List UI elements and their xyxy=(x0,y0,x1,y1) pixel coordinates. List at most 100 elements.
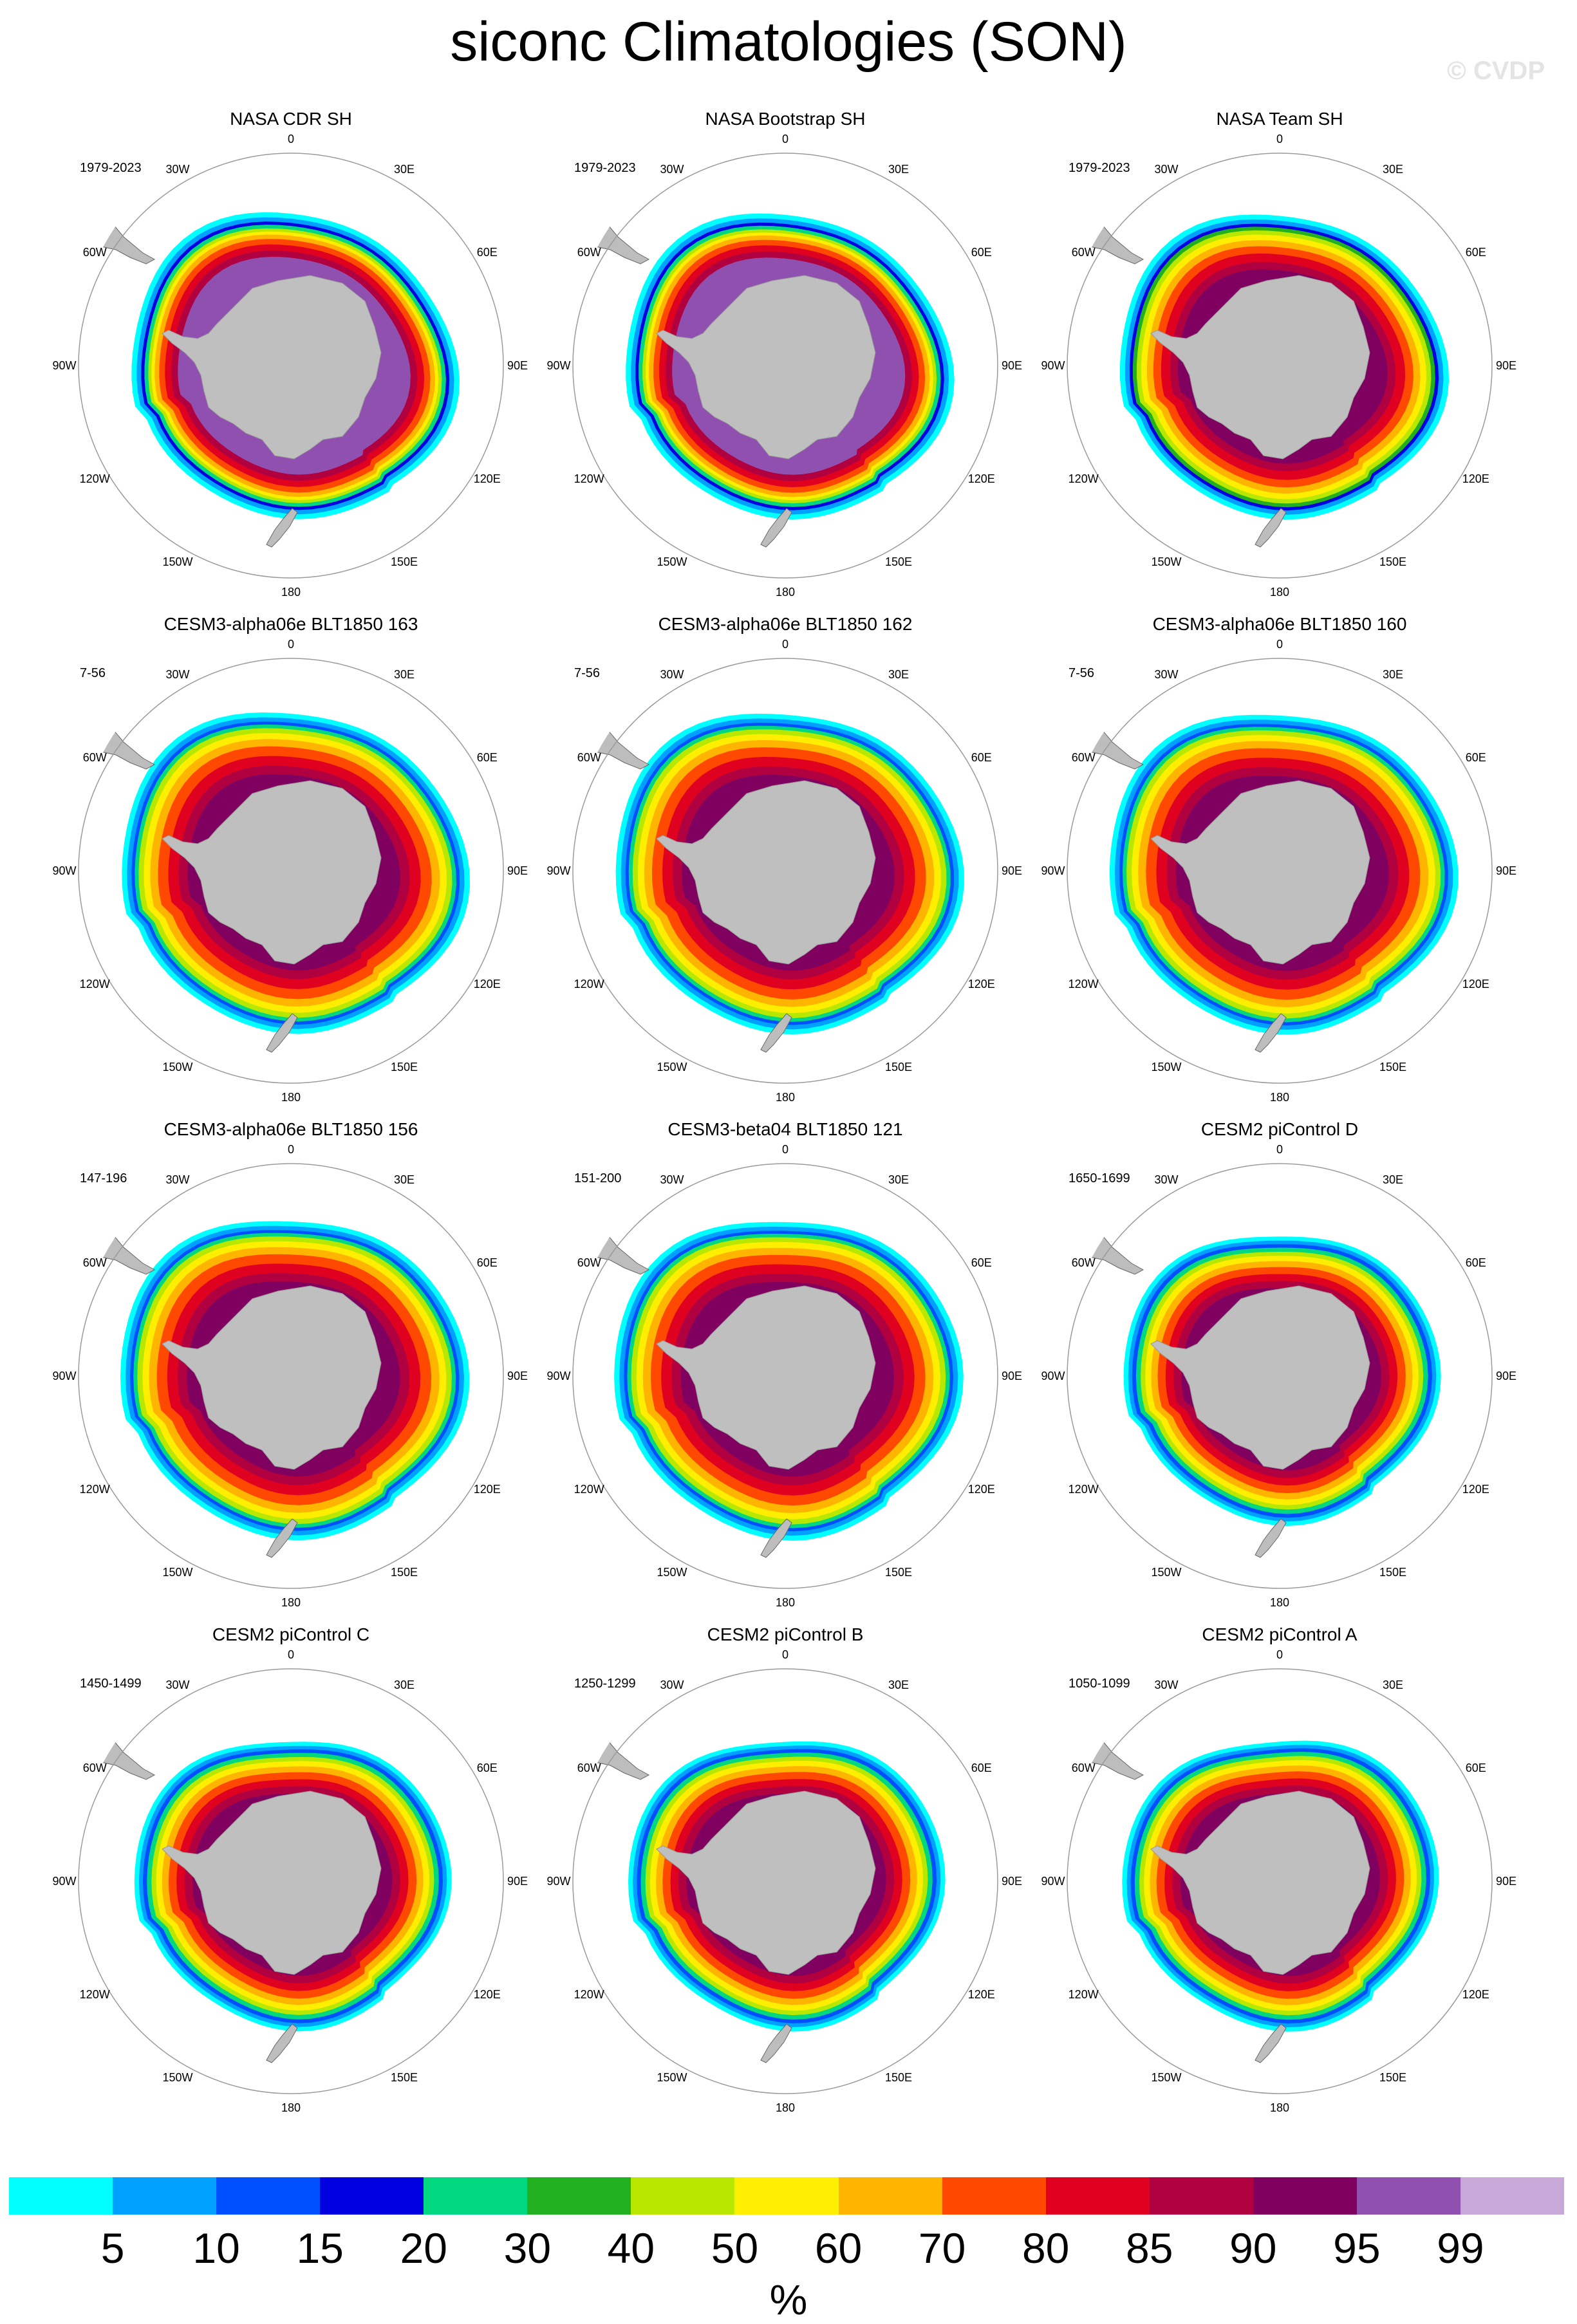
watermark: © CVDP xyxy=(1447,57,1545,85)
map-boundary xyxy=(1067,153,1493,579)
lon-label: 150E xyxy=(391,555,418,568)
lon-label: 180 xyxy=(1270,586,1289,599)
map-boundary xyxy=(78,658,504,1084)
lon-label: 150E xyxy=(885,555,912,568)
lon-label: 90E xyxy=(1002,1875,1022,1888)
lon-label: 90W xyxy=(546,1875,570,1888)
polar-map: 0 30E 60E 90E 120E 150E 180 150W 120W 90W 60W 30W xyxy=(52,1650,528,2114)
polar-map: 0 30E 60E 90E 120E 150E 180 150W 120W 90W 60W 30W xyxy=(546,134,1022,599)
lon-label: 180 xyxy=(776,1091,795,1104)
lon-label: 180 xyxy=(776,586,795,599)
map-panel: NASA CDR SH 1979-2023 0 30E 60E 90E 120E 150E 18… xyxy=(40,108,542,617)
lon-label: 180 xyxy=(281,2101,301,2114)
lon-label: 120W xyxy=(574,472,604,485)
antarctica-landmass xyxy=(1150,275,1370,460)
lon-label: 150E xyxy=(885,2071,912,2084)
lon-label: 150W xyxy=(1151,1566,1181,1579)
lon-label: 30W xyxy=(660,1678,684,1691)
panel-title: CESM3-alpha06e BLT1850 156 xyxy=(163,1119,418,1139)
colorbar-tick-label: 60 xyxy=(814,2224,863,2272)
lon-label: 30W xyxy=(1154,163,1178,176)
lon-label: 150E xyxy=(885,1061,912,1074)
lon-label: 60E xyxy=(1466,1256,1486,1269)
lon-label: 90W xyxy=(1041,1370,1065,1382)
lon-label: 120W xyxy=(80,472,110,485)
lon-label: 60E xyxy=(971,246,992,259)
map-panel: CESM2 piControl B 1250-1299 0 30E 60E 90E 120E… xyxy=(534,1624,1036,2132)
colorbar-tick-label: 95 xyxy=(1333,2224,1381,2272)
lon-label: 60E xyxy=(477,1762,498,1774)
lon-label: 0 xyxy=(782,1650,788,1661)
lon-label: 60E xyxy=(477,1256,498,1269)
lon-label: 60W xyxy=(577,1762,601,1774)
lon-label: 0 xyxy=(288,1650,294,1661)
map-content xyxy=(573,153,998,559)
panel-period: 1050-1099 xyxy=(1068,1677,1130,1691)
lon-label: 30E xyxy=(394,163,415,176)
antarctica-landmass xyxy=(656,1790,876,1975)
lon-label: 0 xyxy=(1276,1144,1283,1156)
antarctica-landmass xyxy=(1150,780,1370,965)
colorbar-segment xyxy=(838,2177,942,2215)
map-content xyxy=(1067,153,1492,559)
lon-label: 120W xyxy=(80,978,110,990)
lon-label: 60E xyxy=(971,1762,992,1774)
new-zealand-landmass xyxy=(266,1518,298,1558)
colorbar-segment xyxy=(320,2177,424,2215)
lon-label: 30E xyxy=(1383,1678,1403,1691)
lon-label: 180 xyxy=(281,1596,301,1609)
map-boundary xyxy=(78,1668,504,2094)
lon-label: 60E xyxy=(971,751,992,764)
colorbar-segment xyxy=(9,2177,113,2215)
polar-map: 0 30E 60E 90E 120E 150E 180 150W 120W 90W 60W 30W xyxy=(1041,134,1516,599)
map-content xyxy=(573,1669,998,2074)
colorbar-segment xyxy=(631,2177,735,2215)
lon-label: 150E xyxy=(1379,2071,1406,2084)
panel-title: CESM2 piControl C xyxy=(212,1624,370,1644)
map-content xyxy=(1067,658,1492,1064)
lon-label: 30W xyxy=(1154,1678,1178,1691)
colorbar-tick-label: 90 xyxy=(1229,2224,1277,2272)
lon-label: 90E xyxy=(507,1875,528,1888)
lon-label: 60W xyxy=(577,1256,601,1269)
new-zealand-landmass xyxy=(760,2023,792,2063)
lon-label: 30W xyxy=(1154,1173,1178,1186)
lon-label: 150W xyxy=(1151,1061,1181,1074)
map-boundary xyxy=(1067,1668,1493,2094)
lon-label: 30E xyxy=(394,1678,415,1691)
antarctica-landmass xyxy=(162,1285,382,1470)
antarctica-landmass xyxy=(162,275,382,460)
lon-label: 150W xyxy=(657,2071,687,2084)
map-boundary xyxy=(78,1163,504,1589)
lon-label: 120E xyxy=(1462,978,1489,990)
lon-label: 180 xyxy=(776,2101,795,2114)
new-zealand-landmass xyxy=(760,508,792,548)
map-panel: NASA Bootstrap SH 1979-2023 0 30E 60E 90E 120E… xyxy=(534,108,1036,617)
colorbar-tick-label: 40 xyxy=(607,2224,655,2272)
colorbar-segment xyxy=(734,2177,839,2215)
lon-label: 0 xyxy=(1276,1650,1283,1661)
lon-label: 120E xyxy=(1462,1483,1489,1496)
new-zealand-landmass xyxy=(266,2023,298,2063)
new-zealand-landmass xyxy=(1255,1518,1287,1558)
lon-label: 90W xyxy=(52,864,76,877)
lon-label: 150W xyxy=(162,1061,192,1074)
lon-label: 120E xyxy=(968,472,995,485)
antarctica-landmass xyxy=(656,1285,876,1470)
polar-map: 0 30E 60E 90E 120E 150E 180 150W 120W 90W 60W 30W xyxy=(546,1650,1022,2114)
lon-label: 60E xyxy=(1466,1762,1486,1774)
new-zealand-landmass xyxy=(1255,2023,1287,2063)
lon-label: 90W xyxy=(546,864,570,877)
antarctica-landmass xyxy=(162,780,382,965)
lon-label: 90W xyxy=(546,359,570,372)
lon-label: 150E xyxy=(391,2071,418,2084)
lon-label: 30E xyxy=(1383,163,1403,176)
polar-map: 0 30E 60E 90E 120E 150E 180 150W 120W 90W 60W 30W xyxy=(546,1144,1022,1609)
lon-label: 150E xyxy=(391,1566,418,1579)
lon-label: 120E xyxy=(968,1483,995,1496)
colorbar-tick-label: 80 xyxy=(1022,2224,1070,2272)
lon-label: 90W xyxy=(1041,359,1065,372)
lon-label: 120W xyxy=(1068,1988,1099,2001)
colorbar-segment xyxy=(1356,2177,1460,2215)
lon-label: 120E xyxy=(474,978,501,990)
